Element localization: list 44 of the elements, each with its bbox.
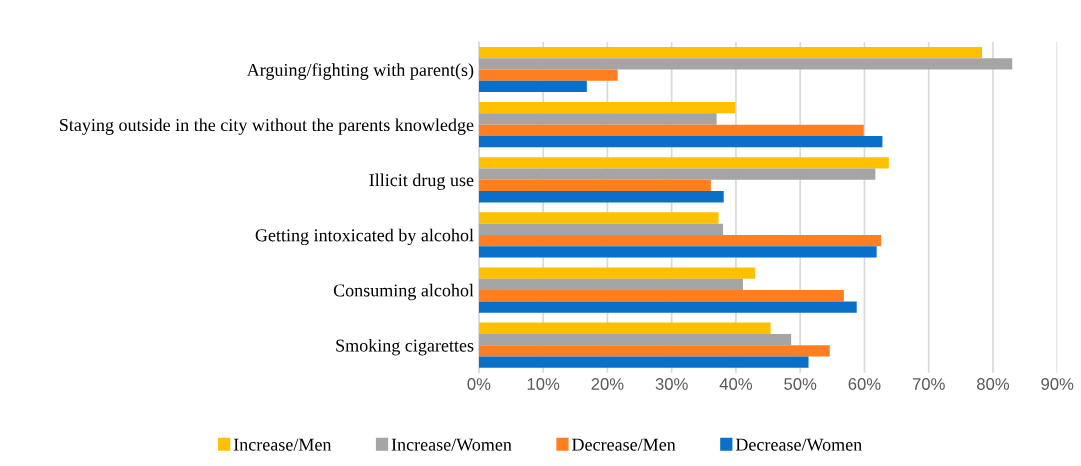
- bar: [478, 223, 724, 235]
- bar: [478, 278, 743, 291]
- bar: [478, 246, 877, 258]
- bar: [478, 46, 983, 59]
- x-tick-label: 80%: [977, 378, 1010, 390]
- bar: [478, 168, 876, 180]
- bar: [478, 58, 1013, 70]
- bar: [478, 102, 736, 114]
- legend-label: Decrease/Women: [735, 438, 862, 451]
- y-tick-label: Consuming alcohol: [333, 283, 474, 301]
- legend-label: Increase/Women: [391, 438, 512, 451]
- bar: [478, 267, 756, 279]
- x-tick-label: 40%: [719, 378, 753, 390]
- y-tick-label: Smoking cigarettes: [336, 338, 474, 356]
- bar: [478, 356, 809, 368]
- x-tick-label: 30%: [655, 378, 688, 390]
- bar: [478, 157, 889, 169]
- bar: [478, 333, 792, 346]
- x-tick-label: 50%: [784, 378, 817, 390]
- legend-label: Decrease/Men: [572, 438, 676, 451]
- x-tick-label: 60%: [848, 378, 881, 390]
- bar: [478, 69, 618, 81]
- bar: [478, 191, 724, 203]
- x-tick-label: 0%: [467, 378, 491, 390]
- bar: [478, 113, 717, 125]
- y-tick-label: Illicit drug use: [369, 173, 474, 190]
- x-tick-label: 20%: [591, 378, 624, 390]
- y-tick-label: Staying outside in the city without the parents knowledge: [60, 118, 474, 135]
- bar: [478, 322, 771, 334]
- x-tick-label: 70%: [912, 378, 945, 390]
- bar: [478, 179, 711, 192]
- y-tick-label: Arguing/fighting with parent(s): [246, 63, 474, 80]
- bar: [478, 301, 857, 313]
- x-tick-label: 90%: [1041, 378, 1074, 390]
- bar: [478, 124, 864, 136]
- bar: [478, 212, 719, 224]
- legend-label: Increase/Men: [233, 438, 332, 451]
- bar: [478, 234, 882, 247]
- bar: [478, 80, 587, 93]
- bar: [478, 135, 883, 148]
- y-tick-label: Getting intoxicated by alcohol: [255, 228, 474, 246]
- bar: [478, 345, 830, 357]
- bar: [478, 290, 844, 302]
- x-tick-label: 10%: [527, 378, 560, 390]
